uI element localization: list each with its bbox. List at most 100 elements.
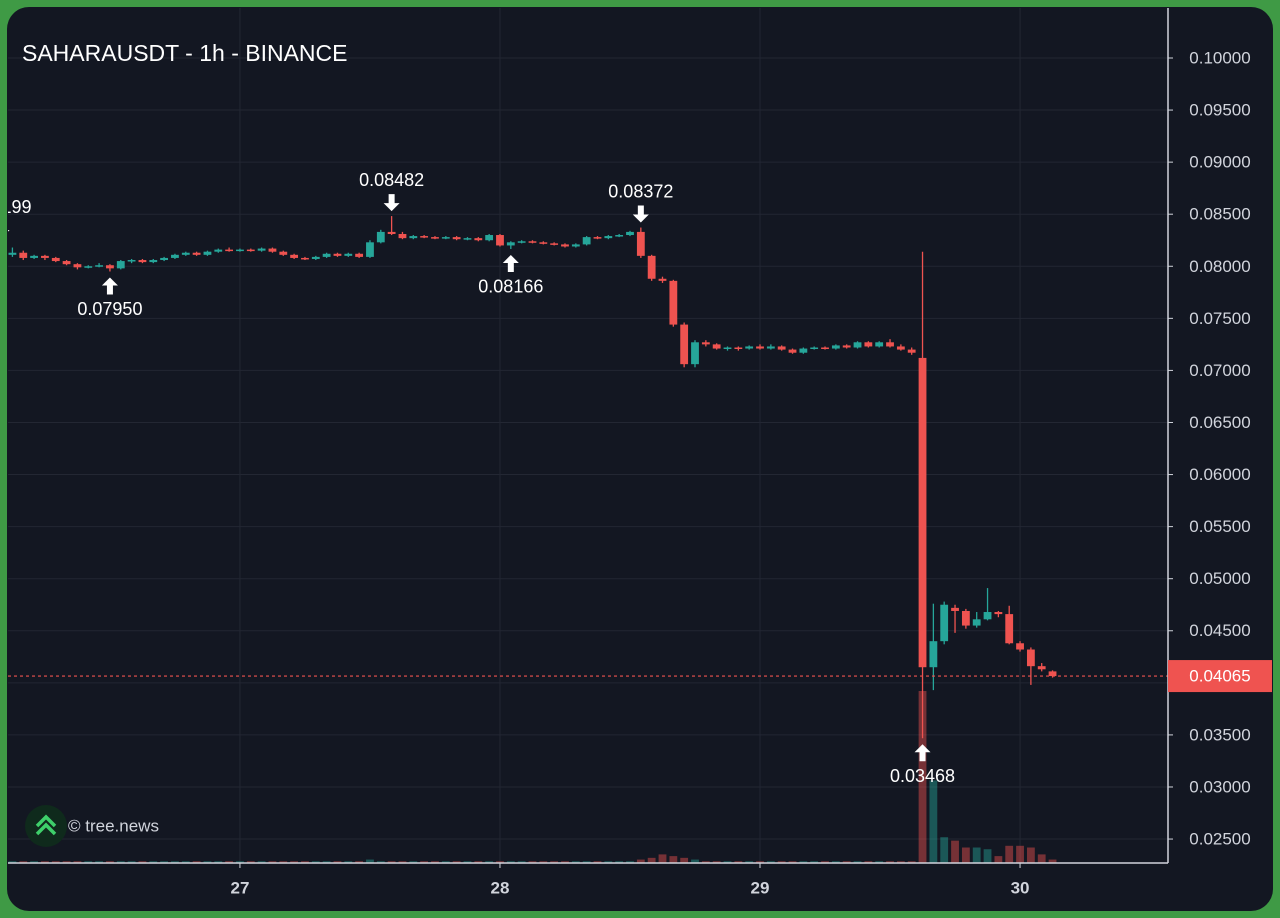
candle-body: [431, 237, 439, 239]
candle-body: [550, 243, 559, 245]
candle-body: [777, 346, 786, 350]
candle-body: [149, 260, 158, 263]
candle-body: [19, 252, 28, 258]
volume-bar: [918, 691, 927, 863]
candle-body: [853, 342, 862, 348]
candle-body: [983, 612, 992, 620]
candle-body: [452, 237, 461, 240]
y-tick-label: 0.07000: [1189, 361, 1250, 380]
candle-body: [506, 242, 515, 246]
y-tick-label: 0.06000: [1189, 465, 1250, 484]
candle-body: [333, 253, 342, 256]
volume-bar: [788, 861, 797, 863]
candle-body: [571, 244, 580, 247]
volume-bar: [463, 861, 472, 863]
volume-bar: [810, 861, 819, 863]
volume-bar: [236, 861, 244, 863]
panel: [7, 7, 1273, 911]
volume-bar: [1048, 859, 1057, 863]
volume-bar: [842, 861, 851, 863]
candle-body: [1048, 671, 1057, 677]
candle-body: [355, 253, 364, 257]
volume-bar: [387, 861, 396, 863]
y-tick-label: 0.03500: [1189, 725, 1250, 744]
candle-body: [734, 347, 743, 350]
candle-body: [940, 604, 949, 642]
volume-bar: [51, 861, 60, 863]
volume-bar: [701, 861, 710, 863]
x-tick-label: 30: [1011, 878, 1030, 897]
marker-arrow: [632, 205, 649, 223]
volume-bar: [593, 861, 602, 863]
y-tick-label: 0.05000: [1189, 569, 1250, 588]
volume-bar: [1005, 845, 1014, 863]
marker-arrow: [383, 194, 400, 212]
volume-bar: [550, 861, 559, 863]
y-tick-label: 0.06500: [1189, 413, 1250, 432]
volume-bar: [983, 849, 992, 863]
candle-body: [701, 342, 710, 345]
volume-bar: [268, 861, 277, 863]
volume-bar: [756, 861, 764, 863]
volume-bar: [420, 861, 429, 863]
candle-body: [658, 278, 667, 281]
candle-body: [106, 265, 114, 269]
candle-body: [268, 248, 277, 252]
candle-body: [766, 346, 775, 349]
volume-bar: [214, 861, 223, 863]
candle-body: [972, 619, 981, 626]
candle-body: [647, 255, 656, 279]
candle-body: [615, 235, 624, 237]
volume-bar: [149, 861, 158, 863]
candle-body: [593, 237, 602, 239]
volume-bar: [171, 861, 179, 863]
candle-body: [127, 260, 136, 262]
volume-bar: [799, 861, 808, 863]
x-tick-label: 29: [751, 878, 770, 897]
candle-body: [366, 242, 374, 257]
volume-bar: [95, 861, 103, 863]
candle-body: [214, 249, 223, 252]
candle-body: [561, 244, 569, 247]
candle-body: [62, 261, 71, 265]
volume-bar: [279, 861, 288, 863]
y-tick-label: 0.07500: [1189, 309, 1250, 328]
volume-bar: [106, 861, 114, 863]
axes: 0.025000.030000.035000.040000.045000.050…: [8, 8, 1272, 897]
y-tick-label: 0.05500: [1189, 517, 1250, 536]
volume-bar: [853, 861, 862, 863]
candle-body: [1005, 614, 1014, 644]
y-tick-label: 0.03000: [1189, 777, 1250, 796]
candle-body: [30, 255, 38, 258]
volume-bar: [290, 861, 299, 863]
y-tick-label: 0.08500: [1189, 205, 1250, 224]
candle-body: [896, 346, 905, 350]
volume-bar: [994, 856, 1003, 863]
candle-body: [311, 256, 320, 259]
volume-bar: [821, 861, 829, 863]
y-tick-label: 0.02500: [1189, 830, 1250, 849]
volume-bar: [1026, 847, 1035, 863]
candle-body: [842, 345, 851, 348]
candle-body: [387, 231, 396, 234]
volume-bar: [311, 861, 320, 863]
candle-body: [225, 249, 234, 252]
volume-bar: [517, 861, 526, 863]
volume-bar: [192, 861, 201, 863]
candle-body: [257, 248, 266, 251]
marker-arrow: [8, 230, 10, 232]
volume-bar: [940, 837, 949, 863]
volume-bar: [626, 861, 634, 863]
marker-label: 0.07950: [77, 299, 142, 319]
candle-body: [886, 342, 894, 347]
candle-body: [246, 249, 255, 252]
volume-bar: [355, 861, 364, 863]
volume-bar: [431, 861, 439, 863]
volume-bar: [138, 861, 147, 863]
candle-body: [994, 612, 1003, 615]
volume-bar: [691, 859, 699, 863]
volume-bar: [972, 847, 981, 863]
volume-bar: [961, 847, 970, 863]
volume-bar: [745, 861, 754, 863]
volume-bar: [723, 861, 732, 863]
